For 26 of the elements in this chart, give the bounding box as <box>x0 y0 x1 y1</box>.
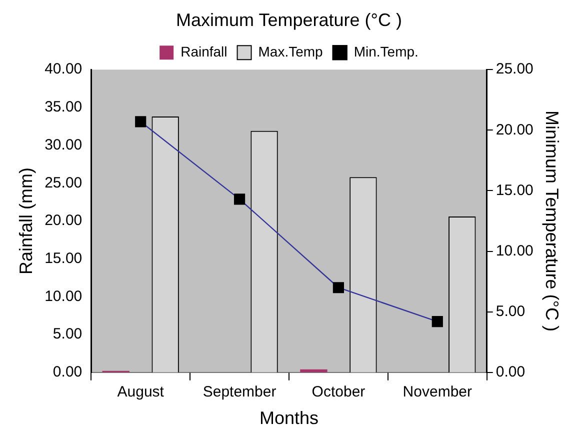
y2-tick-label: 20.00 <box>496 121 534 138</box>
legend-label: Max.Temp <box>258 43 324 60</box>
y2-tick-label: 10.00 <box>496 242 534 260</box>
chart-title: Maximum Temperature (°C ) <box>176 10 402 30</box>
y-tick-label: 15.00 <box>44 250 82 267</box>
y-tick-label: 20.00 <box>44 212 82 230</box>
y-tick-label: 30.00 <box>44 136 82 154</box>
y2-tick-label: 0.00 <box>496 364 526 381</box>
y-tick-label: 25.00 <box>44 174 82 192</box>
legend-label: Min.Temp. <box>354 43 418 60</box>
y-tick-label: 40.00 <box>44 60 82 78</box>
y-tick-label: 5.00 <box>52 326 82 343</box>
x-tick-label: November <box>402 384 472 401</box>
x-tick-label: October <box>312 384 366 401</box>
y-axis-title: Rainfall (mm) <box>16 167 36 275</box>
y-tick-label: 10.00 <box>44 288 82 305</box>
y2-axis-title: Minimum Temperature (°C ) <box>542 110 562 332</box>
y-tick-label: 0.00 <box>52 364 82 381</box>
y2-tick-label: 5.00 <box>496 302 526 320</box>
x-tick-label: September <box>202 384 276 401</box>
x-axis-title: Months <box>259 408 319 428</box>
y2-tick-label: 25.00 <box>496 60 534 78</box>
legend-label: Rainfall <box>180 43 228 60</box>
y2-tick-label: 15.00 <box>496 182 534 199</box>
y-tick-label: 35.00 <box>44 98 82 116</box>
x-tick-label: August <box>117 384 165 401</box>
